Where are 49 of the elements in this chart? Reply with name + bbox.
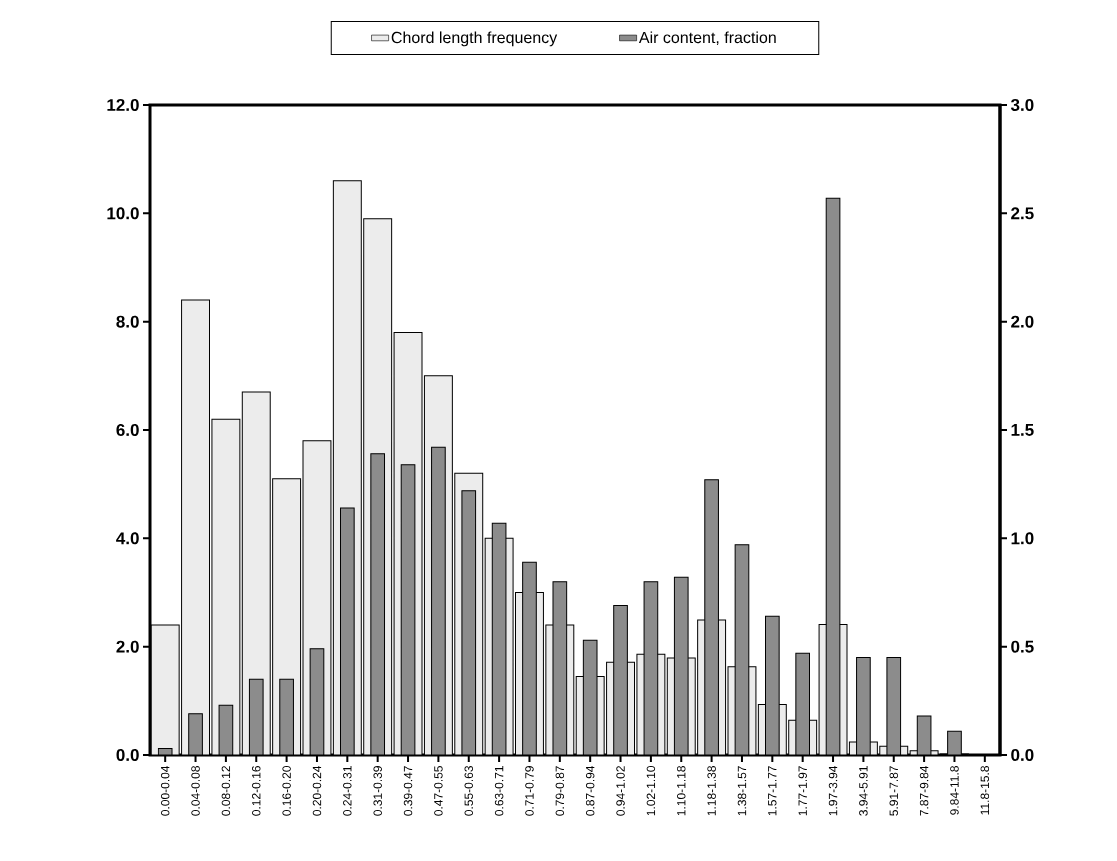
x-tick-label: 3.94-5.91 [859, 766, 868, 816]
legend-label: Air content, fraction [638, 31, 776, 46]
x-tick-label: 5.91-7.87 [889, 766, 898, 816]
x-tick-label: 0.12-0.16 [252, 766, 261, 816]
y-tick-label: 10.0 [107, 207, 139, 220]
bar [188, 713, 203, 755]
y2-tick-label: 0.5 [1011, 640, 1034, 653]
x-tick-label: 0.16-0.20 [282, 765, 291, 816]
bar [151, 624, 180, 755]
x-tick-label: 0.24-0.31 [343, 766, 352, 816]
y-tick-label: 12.0 [107, 98, 139, 112]
x-tick-label: 0.71-0.79 [525, 766, 534, 816]
x-tick-label: 9.84-11.8 [950, 766, 959, 815]
bar [340, 507, 355, 755]
x-tick-label: 0.04-0.08 [191, 766, 200, 816]
x-tick-label: 7.87-9.84 [919, 765, 929, 816]
x-tick-label: 0.00-0.04 [160, 765, 170, 816]
y-tick-label: 4.0 [116, 532, 139, 545]
x-tick-label: 1.10-1.18 [677, 766, 686, 816]
y-tick-label: 8.0 [116, 315, 139, 328]
y2-tick-label: 2.0 [1011, 315, 1034, 328]
y2-tick-label: 1.5 [1011, 424, 1034, 436]
y2-tick-label: 2.5 [1011, 207, 1034, 220]
x-tick-label: 0.87-0.94 [585, 765, 595, 816]
y-tick-label: 0.0 [116, 748, 139, 762]
x-tick-label: 0.39-0.47 [403, 766, 413, 816]
x-tick-label: 0.79-0.87 [555, 766, 565, 816]
y2-tick-label: 3.0 [1010, 98, 1034, 112]
x-tick-label: 11.8-15.8 [980, 766, 990, 815]
bar [279, 679, 294, 755]
x-tick-label: 1.02-1.10 [646, 765, 656, 816]
x-tick-label: 0.20-0.24 [312, 765, 322, 816]
y2-tick-label: 1.0 [1011, 532, 1034, 545]
y2-tick-label: 0.0 [1011, 748, 1034, 762]
x-tick-label: 1.97-3.94 [828, 765, 838, 816]
legend-label: Chord length frequency [391, 31, 558, 47]
x-tick-label: 0.94-1.02 [616, 766, 625, 816]
x-tick-label: 0.47-0.55 [434, 766, 443, 816]
bar [181, 299, 210, 755]
x-tick-label: 1.38-1.57 [737, 766, 747, 816]
y-tick-label: 6.0 [116, 423, 139, 437]
x-tick-label: 0.31-0.39 [373, 766, 382, 816]
x-tick-label: 1.77-1.97 [798, 766, 807, 816]
x-tick-label: 1.18-1.38 [707, 766, 716, 816]
x-tick-label: 0.55-0.63 [464, 766, 473, 816]
x-tick-label: 0.63-0.71 [494, 766, 504, 816]
x-tick-label: 0.08-0.12 [221, 766, 231, 816]
x-tick-label: 1.57-1.77 [768, 766, 777, 816]
y-tick-label: 2.0 [116, 640, 139, 653]
